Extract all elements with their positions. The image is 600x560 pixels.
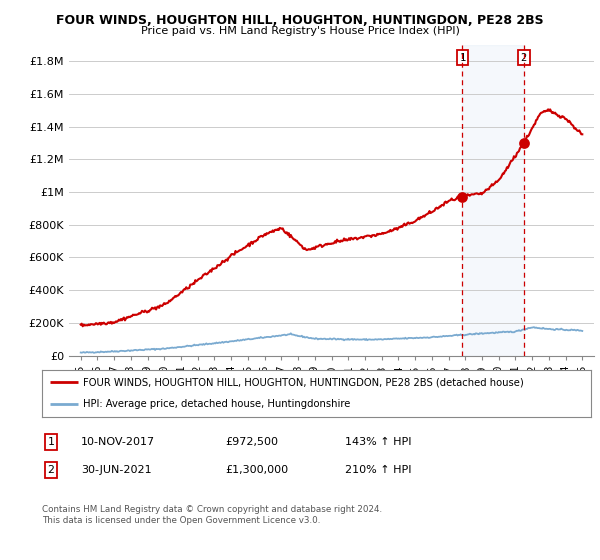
- Text: Contains HM Land Registry data © Crown copyright and database right 2024.
This d: Contains HM Land Registry data © Crown c…: [42, 505, 382, 525]
- Text: 30-JUN-2021: 30-JUN-2021: [81, 465, 152, 475]
- Text: £972,500: £972,500: [225, 437, 278, 447]
- Text: HPI: Average price, detached house, Huntingdonshire: HPI: Average price, detached house, Hunt…: [83, 399, 350, 409]
- Text: 210% ↑ HPI: 210% ↑ HPI: [345, 465, 412, 475]
- Text: £1,300,000: £1,300,000: [225, 465, 288, 475]
- Bar: [463, 45, 524, 356]
- Text: 2: 2: [47, 465, 55, 475]
- Text: 1: 1: [47, 437, 55, 447]
- Text: 1: 1: [460, 53, 466, 63]
- Text: 2: 2: [521, 53, 527, 63]
- Text: FOUR WINDS, HOUGHTON HILL, HOUGHTON, HUNTINGDON, PE28 2BS: FOUR WINDS, HOUGHTON HILL, HOUGHTON, HUN…: [56, 14, 544, 27]
- Point: [519, 138, 529, 147]
- Text: Price paid vs. HM Land Registry's House Price Index (HPI): Price paid vs. HM Land Registry's House …: [140, 26, 460, 36]
- Text: 10-NOV-2017: 10-NOV-2017: [81, 437, 155, 447]
- Text: FOUR WINDS, HOUGHTON HILL, HOUGHTON, HUNTINGDON, PE28 2BS (detached house): FOUR WINDS, HOUGHTON HILL, HOUGHTON, HUN…: [83, 377, 524, 388]
- Point: [458, 192, 467, 201]
- Text: 143% ↑ HPI: 143% ↑ HPI: [345, 437, 412, 447]
